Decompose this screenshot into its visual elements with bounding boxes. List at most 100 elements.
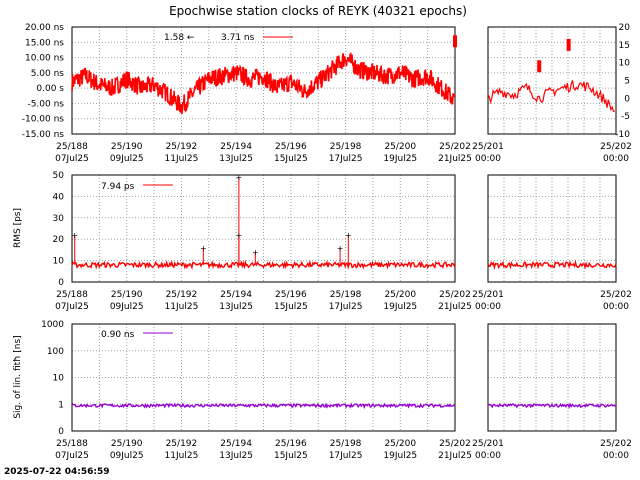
clock-spike-point [537,60,542,73]
clock-marks [71,35,615,115]
rms-panel: +++++++ 50 40 30 20 10 0 25/188 07Jul25 25/190 0… [13,171,632,312]
y-tick-label: 0.00 s [36,84,64,94]
x-tick-date-label: 19Jul25 [383,302,417,312]
rms-spike-point: + [200,244,207,253]
zoom-x-tick-label: 25/202 [600,290,632,300]
y-tick-label: 1 [58,400,64,410]
right-y-tick-label: -5 [621,112,630,122]
x-tick-date-label: 15Jul25 [274,302,308,312]
zoom-x-tick-label: 25/201 [472,439,504,449]
y-tick-label: -10.00 ns [22,115,65,125]
sig-grid [71,323,617,432]
rms-marks: +++++++ [71,173,617,270]
x-tick-date-label: 19Jul25 [383,154,417,164]
rms-yticks: 50 40 30 20 10 0 [53,171,65,288]
zoom-x-tick-time-label: 00:00 [475,451,501,461]
y-tick-label: 40 [53,192,65,202]
x-tick-label: 25/188 [56,290,88,300]
chart-title: Epochwise station clocks of REYK (40321 … [169,4,467,18]
rms-spike-point: + [71,231,78,240]
zoom-x-tick-time-label: 00:00 [475,154,501,164]
x-tick-date-label: 15Jul25 [274,154,308,164]
sig-zoom-series-line [487,402,616,410]
zoom-x-tick-label: 25/201 [472,142,504,152]
x-tick-label: 25/198 [330,142,362,152]
x-tick-date-label: 13Jul25 [219,302,253,312]
rms-spike-point: + [252,248,259,257]
y-tick-label: 20 [53,235,65,245]
right-y-tick-label: 5 [624,77,630,87]
x-tick-label: 25/194 [220,439,252,449]
x-tick-label: 25/192 [166,290,198,300]
y-tick-label: 10.00 ns [25,54,64,64]
x-tick-label: 25/196 [275,142,307,152]
right-y-tick-label: -10 [615,130,630,140]
rms-series-line [71,259,456,270]
clock-zoom-frame [487,26,617,135]
x-tick-date-label: 11Jul25 [165,154,199,164]
clock-legend-value-1: 1.58 ← [164,33,195,43]
y-tick-label: 50 [53,171,65,181]
clock-panel: 20.00 ns 15.00 ns 10.00 ns 5.00 ns 0.00 s -5.… [22,23,632,164]
x-tick-label: 25/202 [439,142,471,152]
rms-legend-value: 7.94 ps [101,182,135,192]
sig-marks [71,402,616,410]
x-tick-label: 25/188 [56,439,88,449]
right-y-tick-label: 15 [619,41,630,51]
rms-zoom-frame [487,174,617,283]
y-tick-label: 30 [53,214,65,224]
x-tick-date-label: 21Jul25 [438,302,472,312]
zoom-x-tick-label: 25/201 [472,290,504,300]
clock-xticks: 25/188 07Jul25 25/190 09Jul25 25/192 11Jul25 2… [55,142,632,164]
rms-spike-point: + [236,173,243,182]
x-tick-label: 25/190 [111,439,143,449]
right-y-tick-label: 20 [619,23,631,33]
y-tick-label: 100 [47,347,64,357]
right-y-tick-label: 10 [619,59,631,69]
zoom-x-tick-time-label: 00:00 [603,302,629,312]
y-tick-label: 1000 [41,320,64,330]
zoom-x-tick-label: 25/202 [600,142,632,152]
x-tick-label: 25/200 [384,142,416,152]
x-tick-label: 25/200 [384,290,416,300]
x-tick-date-label: 07Jul25 [55,451,89,461]
x-tick-date-label: 07Jul25 [55,302,89,312]
x-tick-label: 25/202 [439,290,471,300]
x-tick-date-label: 09Jul25 [110,302,144,312]
x-tick-date-label: 13Jul25 [219,154,253,164]
clock-spike-point [453,35,457,48]
sig-plot-frame [71,323,456,432]
x-tick-date-label: 17Jul25 [329,451,363,461]
x-tick-label: 25/202 [439,439,471,449]
x-tick-date-label: 09Jul25 [110,451,144,461]
x-tick-label: 25/200 [384,439,416,449]
x-tick-label: 25/190 [111,142,143,152]
x-tick-label: 25/192 [166,439,198,449]
x-tick-date-label: 11Jul25 [165,302,199,312]
x-tick-date-label: 17Jul25 [329,154,363,164]
y-tick-label: 10 [53,257,65,267]
x-tick-date-label: 11Jul25 [165,451,199,461]
y-tick-label: -15.00 ns [22,130,65,140]
sig-ylabel: Sig. of lin. fitħ [ns] [13,335,23,418]
x-tick-label: 25/198 [330,439,362,449]
rms-plot-frame [71,174,456,283]
x-tick-label: 25/192 [166,142,198,152]
sig-legend-value: 0.90 ns [101,330,135,340]
sig-series-line [71,402,456,410]
clock-series-line [71,52,456,115]
x-tick-date-label: 17Jul25 [329,302,363,312]
clock-spike-point [566,38,571,51]
rms-spike-point: + [337,244,344,253]
x-tick-label: 25/194 [220,290,252,300]
rms-spike-point: + [345,231,352,240]
x-tick-date-label: 07Jul25 [55,154,89,164]
sig-xticks: 25/188 07Jul25 25/190 09Jul25 25/192 11Jul25 2… [55,439,632,461]
x-tick-label: 25/190 [111,290,143,300]
clock-legend-value-2: 3.71 ns [221,33,255,43]
y-tick-label: 0 [58,278,64,288]
zoom-x-tick-label: 25/202 [600,439,632,449]
zoom-x-tick-time-label: 00:00 [603,451,629,461]
